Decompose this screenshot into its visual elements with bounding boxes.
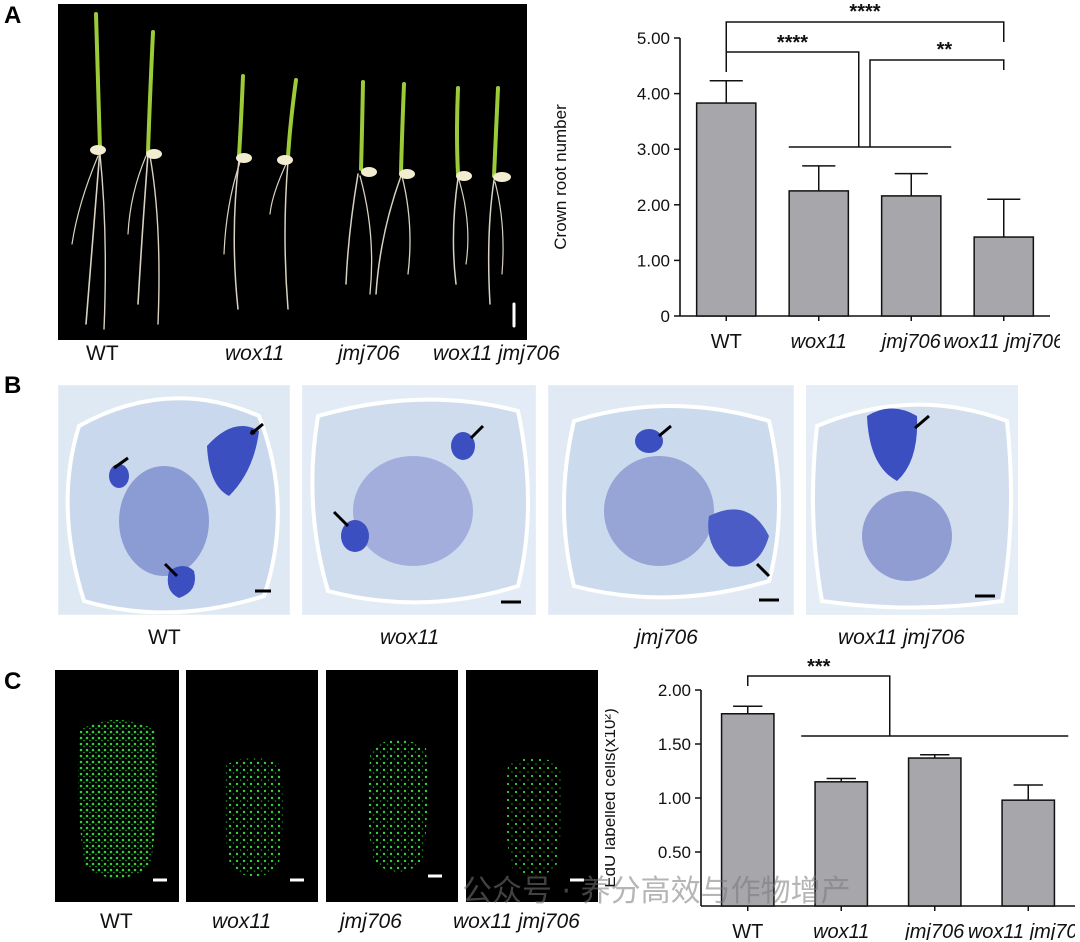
edu-fluorescence-illustration (368, 740, 442, 878)
y-tick-label: 2.00 (637, 196, 670, 215)
photo-genotype-label: wox11 jmj706 (433, 342, 560, 365)
edu-genotype-label: wox11 jmj706 (453, 910, 580, 933)
edu-image-wox11 (186, 670, 318, 902)
tissue-section-illustration (549, 386, 793, 614)
section-genotype-label: wox11 jmj706 (838, 626, 965, 649)
y-tick-label: 1.00 (637, 251, 670, 270)
y-tick-label: 0 (661, 307, 670, 326)
significance-label: **** (777, 32, 808, 54)
watermark-text: 公众号 · 养分高效与作物增产 (462, 874, 851, 909)
edu-image-jmj706 (326, 670, 458, 902)
y-tick-label: 3.00 (637, 140, 670, 159)
bar (788, 190, 850, 317)
crown-root-chart: 0 1.00 2.00 3.00 4.00 5.00 Crown root number WT… (551, 1, 1060, 353)
significance-label: *** (807, 658, 831, 678)
tissue-section-illustration (303, 386, 535, 614)
bar (720, 713, 775, 907)
x-category-label: wox11 jmj706 (943, 331, 1060, 353)
section-genotype-label: WT (148, 626, 181, 649)
x-category-label: WT (732, 921, 763, 940)
y-axis-title: Crown root number (551, 104, 570, 250)
panel-label-c: C (4, 668, 22, 695)
bar (907, 757, 962, 907)
significance-bracket (869, 59, 1005, 147)
significance-bracket (747, 675, 891, 736)
seedling-illustration (71, 12, 516, 330)
bar (1001, 799, 1056, 907)
x-category-label: wox11 (791, 331, 847, 353)
tissue-section-illustration (807, 386, 1017, 614)
bar (973, 236, 1035, 317)
section-image-wox11 (302, 385, 536, 615)
y-tick-label: 1.50 (658, 735, 691, 754)
significance-bracket (725, 51, 860, 147)
section-image-wox11-jmj706 (806, 385, 1018, 615)
photo-genotype-label: WT (86, 342, 119, 365)
edu-image-wox11-jmj706 (466, 670, 598, 902)
x-category-label: WT (711, 331, 742, 353)
photo-genotype-label: wox11 (225, 342, 285, 365)
edu-fluorescence-illustration (505, 757, 584, 882)
photo-genotype-label: jmj706 (338, 342, 400, 365)
section-genotype-label: jmj706 (636, 626, 698, 649)
section-image-wt (58, 385, 290, 615)
y-tick-label: 5.00 (637, 29, 670, 48)
edu-fluorescence-illustration (78, 720, 167, 882)
panel-label-a: A (4, 2, 22, 29)
panel-label-b: B (4, 372, 22, 399)
edu-cells-chart: 0.50 1.00 1.50 2.00 EdU labelled cells(x10²)… (605, 658, 1075, 940)
edu-image-wt (55, 670, 179, 902)
significance-label: ** (937, 39, 953, 61)
bar (880, 195, 942, 317)
bar (695, 102, 757, 317)
x-category-label: jmj706 (902, 921, 965, 940)
section-genotype-label: wox11 (380, 626, 440, 649)
bar (814, 781, 869, 907)
edu-genotype-label: jmj706 (340, 910, 402, 933)
edu-genotype-label: WT (100, 910, 133, 933)
x-category-label: wox11 (813, 921, 869, 940)
x-category-label: wox11 jmj706 (968, 921, 1075, 940)
edu-genotype-label: wox11 (212, 910, 272, 933)
seedling-photo (58, 4, 527, 340)
y-tick-label: 1.00 (658, 789, 691, 808)
section-image-jmj706 (548, 385, 794, 615)
y-tick-label: 0.50 (658, 843, 691, 862)
tissue-section-illustration (59, 386, 289, 614)
x-category-label: jmj706 (879, 331, 942, 353)
y-axis-title: EdU labelled cells(x10²) (605, 708, 619, 888)
edu-fluorescence-illustration (224, 757, 304, 882)
significance-bracket (725, 21, 1005, 55)
y-tick-label: 2.00 (658, 681, 691, 700)
y-tick-label: 4.00 (637, 85, 670, 104)
significance-label: **** (849, 1, 880, 23)
